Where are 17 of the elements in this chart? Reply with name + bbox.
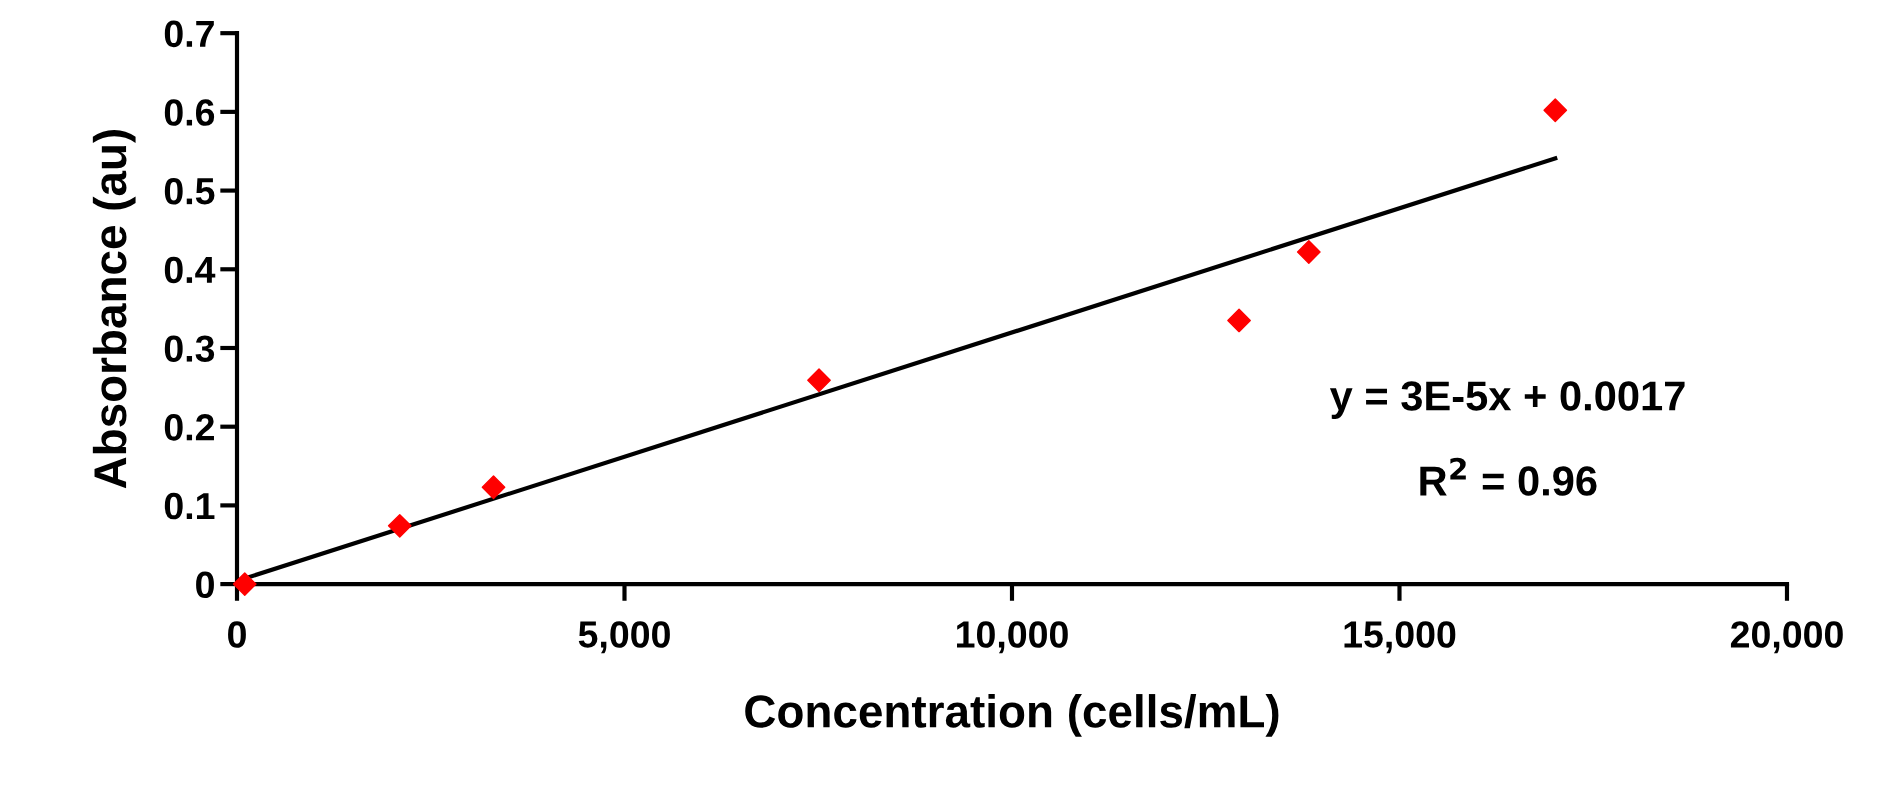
y-tick-label: 0.3 <box>164 335 215 362</box>
y-tick-label: 0.6 <box>164 99 215 126</box>
y-tick-label: 0.2 <box>164 414 214 441</box>
y-tick-label: 0.7 <box>164 20 214 48</box>
x-tick-label: 20,000 <box>1730 621 1843 654</box>
x-tick-label: 15,000 <box>1344 621 1456 654</box>
x-tick-label: 0 <box>228 621 246 648</box>
x-tick-label: 5,000 <box>578 621 670 654</box>
x-tick-label: 10,000 <box>957 621 1068 654</box>
y-tick-label: 0.5 <box>164 177 215 205</box>
annotation: R$^{2}$ = 0.96 <box>1420 457 1597 496</box>
y-tick-label: 0.4 <box>164 256 216 284</box>
y-tick-label: 0.1 <box>164 492 215 520</box>
x-axis-title: Concentration (cells/mL) <box>745 694 1279 737</box>
y-axis-title: Absorbance (au) <box>92 130 136 489</box>
annotation: y = 3E-5x + 0.0017 <box>1329 381 1685 419</box>
y-tick-label: 0 <box>196 571 214 599</box>
